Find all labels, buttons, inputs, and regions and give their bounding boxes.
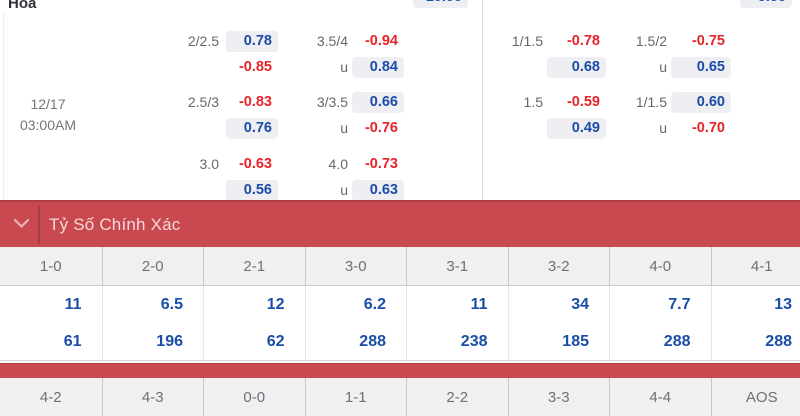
score-label: 4-1 bbox=[711, 247, 800, 285]
score-label: 1-0 bbox=[0, 247, 102, 285]
odds-value[interactable]: -0.73 bbox=[352, 154, 404, 175]
odds-value[interactable]: 0.65 bbox=[671, 57, 731, 78]
under-label: u bbox=[288, 118, 348, 139]
handicap-label: 2/2.5 bbox=[159, 31, 219, 52]
match-time: 03:00AM bbox=[8, 115, 88, 136]
score-label: 3-2 bbox=[508, 247, 610, 285]
odds-value[interactable]: 0.78 bbox=[226, 31, 278, 52]
odds-value[interactable]: -0.75 bbox=[671, 31, 731, 52]
odds-value[interactable]: 5.50 bbox=[740, 0, 792, 8]
score-odds-value[interactable]: 13 bbox=[711, 286, 800, 323]
odds-value[interactable]: 10.00 bbox=[413, 0, 468, 8]
score-odds-value[interactable]: 7.7 bbox=[609, 286, 711, 323]
score-odds-value[interactable]: 6.5 bbox=[102, 286, 204, 323]
section-header-correct-score[interactable]: Tỷ Số Chính Xác bbox=[0, 200, 800, 247]
odds-value[interactable]: 0.60 bbox=[671, 92, 731, 113]
score-odds-value[interactable]: 185 bbox=[508, 323, 610, 360]
odds-value[interactable]: -0.78 bbox=[547, 31, 606, 52]
odds-value[interactable]: -0.63 bbox=[226, 154, 278, 175]
odds-value[interactable]: 0.63 bbox=[352, 180, 404, 201]
score-label: 4-4 bbox=[609, 378, 711, 416]
score-label: 2-0 bbox=[102, 247, 204, 285]
score-label: 3-3 bbox=[508, 378, 610, 416]
handicap-label: 1/1.5 bbox=[483, 31, 543, 52]
handicap-label: 3.0 bbox=[159, 154, 219, 175]
odds-value[interactable]: -0.83 bbox=[226, 92, 278, 113]
banner-divider bbox=[38, 205, 40, 244]
score-odds-value[interactable]: 11 bbox=[406, 286, 508, 323]
odds-value[interactable]: -0.85 bbox=[226, 57, 278, 78]
under-label: u bbox=[607, 118, 667, 139]
odds-value[interactable]: 0.76 bbox=[226, 118, 278, 139]
score-odds-value[interactable]: 288 bbox=[711, 323, 800, 360]
score-odds-value[interactable]: 12 bbox=[203, 286, 305, 323]
score-label: 3-0 bbox=[305, 247, 407, 285]
odds-value[interactable]: -0.76 bbox=[352, 118, 404, 139]
score-label: 4-2 bbox=[0, 378, 102, 416]
score-label: 4-3 bbox=[102, 378, 204, 416]
odds-value[interactable]: -0.59 bbox=[547, 92, 606, 113]
score-odds-value[interactable]: 62 bbox=[203, 323, 305, 360]
match-date: 12/17 bbox=[8, 94, 88, 115]
odds-value[interactable]: -0.70 bbox=[671, 118, 731, 139]
score-label: 2-2 bbox=[406, 378, 508, 416]
draw-row-label: Hòa bbox=[8, 0, 36, 12]
handicap-label: 4.0 bbox=[288, 154, 348, 175]
handicap-label: 1.5 bbox=[483, 92, 543, 113]
chevron-down-icon bbox=[13, 216, 30, 234]
score-odds-value[interactable]: 6.2 bbox=[305, 286, 407, 323]
section-separator-band bbox=[0, 363, 800, 378]
handicap-label: 1/1.5 bbox=[607, 92, 667, 113]
score-odds-value[interactable]: 34 bbox=[508, 286, 610, 323]
score-odds-value[interactable]: 288 bbox=[609, 323, 711, 360]
panel-left-border bbox=[3, 12, 4, 200]
score-label: 0-0 bbox=[203, 378, 305, 416]
section-title: Tỷ Số Chính Xác bbox=[49, 215, 181, 235]
score-odds-value[interactable]: 11 bbox=[0, 286, 102, 323]
odds-value[interactable]: 0.68 bbox=[547, 57, 606, 78]
score-label: 2-1 bbox=[203, 247, 305, 285]
under-label: u bbox=[288, 180, 348, 201]
odds-value[interactable]: 0.56 bbox=[226, 180, 278, 201]
match-odds-panel: Hòa 10.00 5.50 12/17 03:00AM 2/2.5 0.78 3.… bbox=[0, 0, 800, 200]
match-datetime: 12/17 03:00AM bbox=[8, 94, 88, 136]
handicap-label: 1.5/2 bbox=[607, 31, 667, 52]
betting-odds-page: Hòa 10.00 5.50 12/17 03:00AM 2/2.5 0.78 3.… bbox=[0, 0, 800, 400]
handicap-label: 3/3.5 bbox=[288, 92, 348, 113]
under-label: u bbox=[288, 57, 348, 78]
odds-value[interactable]: -0.94 bbox=[352, 31, 404, 52]
score-odds-value[interactable]: 196 bbox=[102, 323, 204, 360]
handicap-label: 3.5/4 bbox=[288, 31, 348, 52]
odds-value[interactable]: 0.66 bbox=[352, 92, 404, 113]
under-label: u bbox=[607, 57, 667, 78]
score-odds-value[interactable]: 61 bbox=[0, 323, 102, 360]
handicap-label: 2.5/3 bbox=[159, 92, 219, 113]
score-label: AOS bbox=[711, 378, 800, 416]
score-odds-value[interactable]: 288 bbox=[305, 323, 407, 360]
odds-value[interactable]: 0.84 bbox=[352, 57, 404, 78]
score-label: 3-1 bbox=[406, 247, 508, 285]
odds-value[interactable]: 0.49 bbox=[547, 118, 606, 139]
score-odds-value[interactable]: 238 bbox=[406, 323, 508, 360]
score-label: 1-1 bbox=[305, 378, 407, 416]
score-label: 4-0 bbox=[609, 247, 711, 285]
